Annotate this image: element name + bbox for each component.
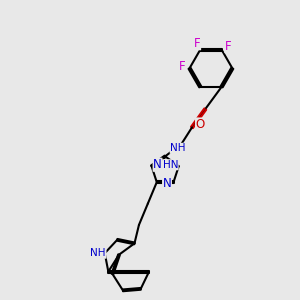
Text: F: F — [179, 60, 185, 73]
Text: F: F — [194, 37, 201, 50]
Text: F: F — [225, 40, 232, 53]
Text: O: O — [196, 118, 205, 131]
Text: NH: NH — [170, 143, 186, 153]
Text: HN: HN — [163, 160, 178, 170]
Text: N: N — [153, 158, 162, 171]
Text: NH: NH — [91, 248, 106, 258]
Text: N: N — [163, 177, 171, 190]
